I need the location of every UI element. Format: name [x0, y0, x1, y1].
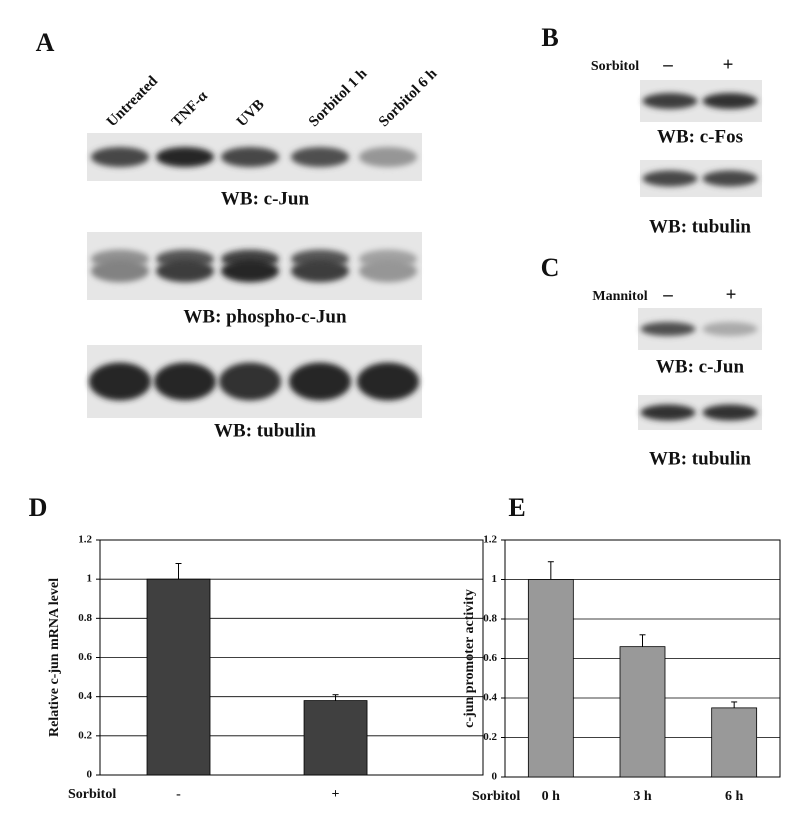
- y-tick-label: 1.2: [78, 534, 92, 546]
- x-tick-label: -: [176, 787, 181, 802]
- panel-letter: B: [541, 23, 558, 52]
- panel-letter: A: [36, 28, 55, 57]
- band: [640, 322, 696, 336]
- blot-label: WB: phospho-c-Jun: [183, 306, 347, 327]
- y-tick-label: 0.4: [483, 692, 497, 704]
- blot: [87, 345, 422, 418]
- band: [702, 322, 758, 336]
- band: [221, 259, 279, 283]
- band: [291, 259, 349, 283]
- blot-label: WB: c-Fos: [657, 126, 743, 147]
- band: [642, 93, 698, 109]
- blot-label: WB: tubulin: [649, 448, 751, 469]
- x-tick-label: 3 h: [633, 789, 652, 804]
- band: [156, 147, 214, 167]
- blot-label: WB: tubulin: [649, 216, 751, 237]
- band: [702, 93, 758, 109]
- bar: [303, 700, 368, 776]
- blot-label: WB: c-Jun: [221, 188, 310, 209]
- plot-frame: [99, 539, 484, 776]
- y-tick-label: 0.6: [483, 652, 497, 664]
- x-axis-label: Sorbitol: [472, 789, 520, 804]
- panel-letter: C: [541, 253, 560, 282]
- panel-letter: E: [508, 493, 525, 522]
- y-tick-label: 0.4: [78, 690, 92, 702]
- bar: [711, 707, 758, 778]
- band: [357, 362, 419, 401]
- bar-chart: E 0 0.2 0.4 0.6 0.8 1 1.2 c-jun promoter activit…: [462, 493, 781, 804]
- condition-label: +: [723, 54, 734, 75]
- y-tick-label: 1: [87, 573, 93, 585]
- treatment-label: Sorbitol: [591, 59, 639, 74]
- band: [154, 362, 216, 401]
- y-tick-label: 0.8: [483, 613, 497, 625]
- band: [359, 147, 417, 167]
- condition-label: +: [726, 284, 737, 305]
- band: [642, 170, 698, 187]
- band: [91, 147, 149, 167]
- x-tick-label: 0 h: [542, 789, 561, 804]
- blot: [87, 232, 422, 300]
- y-axis-label: Relative c-jun mRNA level: [47, 578, 62, 737]
- band: [291, 147, 349, 167]
- y-tick-label: 0.6: [78, 651, 92, 663]
- treatment-label: Mannitol: [592, 289, 647, 304]
- condition-label: –: [662, 54, 673, 75]
- panel-letter: D: [29, 493, 48, 522]
- band: [702, 170, 758, 187]
- x-tick-label: +: [332, 787, 340, 802]
- blot: [640, 80, 762, 122]
- bar: [527, 579, 574, 778]
- band: [221, 147, 279, 167]
- bar-chart: D 0 0.2 0.4 0.6 0.8 1 1.2 Relative c-jun mRNA le…: [29, 493, 484, 802]
- band: [702, 404, 758, 421]
- y-tick-label: 0.2: [78, 729, 92, 741]
- y-tick-label: 0: [492, 771, 498, 783]
- y-tick-label: 0.2: [483, 731, 497, 743]
- x-axis-label: Sorbitol: [68, 787, 116, 802]
- y-axis-label: c-jun promoter activity: [462, 589, 477, 728]
- band: [640, 404, 696, 421]
- y-tick-label: 0: [87, 769, 93, 781]
- blot-label: WB: tubulin: [214, 420, 316, 441]
- band: [289, 362, 351, 401]
- blot: [638, 395, 762, 430]
- band: [219, 362, 281, 401]
- band: [359, 259, 417, 283]
- blot: [640, 160, 762, 197]
- condition-label: –: [662, 284, 673, 305]
- blot: [87, 133, 422, 181]
- band: [156, 259, 214, 283]
- band: [89, 362, 151, 401]
- blot-label: WB: c-Jun: [656, 356, 745, 377]
- y-tick-label: 1: [492, 573, 498, 585]
- y-tick-label: 1.2: [483, 534, 497, 546]
- bar: [146, 578, 211, 776]
- bar: [619, 646, 666, 778]
- x-tick-label: 6 h: [725, 789, 744, 804]
- y-tick-label: 0.8: [78, 612, 92, 624]
- band: [91, 259, 149, 283]
- blot: [638, 308, 762, 350]
